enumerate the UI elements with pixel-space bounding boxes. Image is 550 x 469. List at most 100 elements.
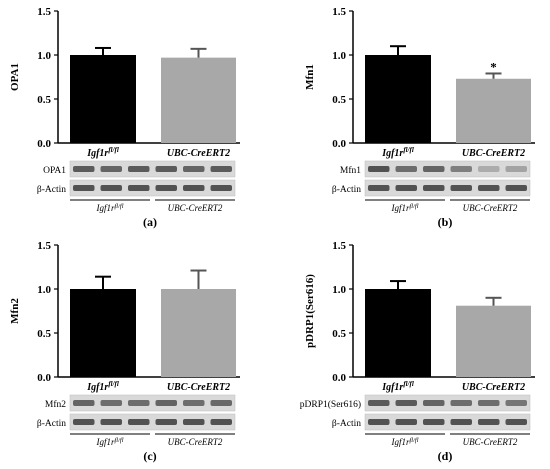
blot-band	[450, 400, 472, 406]
blot-band	[368, 185, 390, 191]
superscript: fl/fl	[114, 203, 123, 210]
blot-band	[478, 419, 500, 425]
y-tick-label: 0.5	[37, 328, 51, 340]
blot-band	[155, 166, 177, 172]
blot-band	[395, 166, 417, 172]
blot-band	[100, 419, 122, 425]
y-tick-label: 0.5	[37, 94, 51, 106]
blot-band	[210, 185, 232, 191]
blot-band	[155, 185, 177, 191]
blot-band	[183, 419, 205, 425]
blot-band	[73, 166, 95, 172]
significance-marker: *	[490, 59, 497, 74]
blot-band	[368, 166, 390, 172]
blot-band	[100, 400, 122, 406]
y-tick-label: 1.5	[37, 6, 51, 18]
blot-band	[183, 185, 205, 191]
y-tick-label: 1.5	[332, 240, 346, 252]
blot-band	[210, 400, 232, 406]
blot-row-label: OPA1	[43, 166, 66, 176]
y-axis-label: Mfn1	[304, 64, 316, 90]
superscript: fl/fl	[114, 437, 123, 444]
blot-band	[128, 419, 150, 425]
blot-band	[210, 419, 232, 425]
blot-band	[505, 166, 527, 172]
y-tick-label: 0.0	[37, 372, 51, 384]
blot-band	[423, 419, 445, 425]
blot-band	[505, 185, 527, 191]
bar-knockout	[161, 57, 236, 143]
blot-band	[100, 185, 122, 191]
blot-strip	[69, 160, 236, 178]
x-category-label-knockout: UBC-CreERT2	[462, 148, 525, 159]
y-tick-label: 1.0	[37, 50, 51, 62]
y-tick-label: 0.0	[332, 138, 346, 150]
blot-band	[395, 419, 417, 425]
y-tick-label: 1.5	[37, 240, 51, 252]
blot-group-label-knockout: UBC-CreERT2	[463, 203, 518, 213]
y-tick-label: 0.5	[332, 328, 346, 340]
blot-row-label: pDRP1(Ser616)	[300, 399, 361, 410]
blot-band	[183, 166, 205, 172]
x-category-label-control: Igf1rfl/fl	[381, 380, 414, 393]
blot-strip	[364, 179, 531, 197]
x-category-label-control: Igf1rfl/fl	[86, 380, 119, 393]
blot-band	[73, 400, 95, 406]
x-category-label-knockout: UBC-CreERT2	[167, 148, 230, 159]
blot-band	[368, 419, 390, 425]
blot-band	[210, 166, 232, 172]
bar-control	[70, 55, 136, 143]
x-category-label-control: Igf1rfl/fl	[86, 146, 119, 159]
panel-a: 0.0 0.5 1.0 1.5 OPA1 Igf1rfl/fl UBC-CreERT2 OPA…	[9, 6, 240, 229]
superscript: fl/fl	[403, 146, 414, 154]
blot-strip	[69, 394, 236, 412]
blot-band	[423, 185, 445, 191]
blot-band	[73, 419, 95, 425]
blot-row-label: Mfn1	[340, 165, 361, 176]
superscript: fl/fl	[409, 437, 418, 444]
y-tick-label: 0.0	[37, 138, 51, 150]
blot-band	[155, 419, 177, 425]
bar-control	[70, 289, 136, 377]
blot-group-label-control: Igf1rfl/fl	[95, 203, 123, 213]
blot-strip	[69, 179, 236, 197]
panel-label: (c)	[143, 449, 156, 463]
blot-row-label: β-Actin	[332, 185, 361, 195]
x-category-label-knockout: UBC-CreERT2	[462, 382, 525, 393]
panel-label: (d)	[438, 449, 453, 463]
blot-band	[505, 419, 527, 425]
blot-row-label: β-Actin	[37, 185, 66, 195]
blot-band	[128, 185, 150, 191]
blot-strip	[364, 413, 531, 431]
superscript: fl/fl	[409, 203, 418, 210]
blot-row-label: Mfn2	[45, 399, 66, 410]
blot-band	[100, 166, 122, 172]
x-category-label-knockout: UBC-CreERT2	[167, 382, 230, 393]
blot-group-label-control: Igf1rfl/fl	[390, 437, 418, 447]
blot-band	[450, 166, 472, 172]
blot-group-label-control: Igf1rfl/fl	[390, 203, 418, 213]
blot-band	[450, 185, 472, 191]
panel-c: 0.0 0.5 1.0 1.5 Mfn2 Igf1rfl/fl UBC-CreERT2 Mfn…	[9, 240, 240, 463]
blot-row-label: β-Actin	[332, 419, 361, 429]
blot-band	[368, 400, 390, 406]
blot-band	[128, 166, 150, 172]
bar-knockout	[161, 289, 236, 377]
y-tick-label: 1.0	[332, 284, 346, 296]
panel-b: 0.0 0.5 1.0 1.5 Mfn1 * Igf1rfl/fl UBC-CreERT2 Mf…	[304, 6, 535, 229]
blot-band	[505, 400, 527, 406]
blot-strip	[69, 413, 236, 431]
y-tick-label: 1.0	[332, 50, 346, 62]
y-axis-label: pDRP1(Ser616)	[304, 274, 316, 348]
y-axis-label: OPA1	[9, 63, 21, 91]
superscript: fl/fl	[108, 380, 119, 388]
bar-knockout	[456, 78, 531, 143]
bar-knockout	[456, 305, 531, 377]
blot-band	[478, 185, 500, 191]
y-axis-label: Mfn2	[9, 298, 21, 324]
blot-band	[395, 400, 417, 406]
panel-d: 0.0 0.5 1.0 1.5 pDRP1(Ser616) Igf1rfl/fl UBC-C…	[300, 240, 535, 463]
blot-group-label-control: Igf1rfl/fl	[95, 437, 123, 447]
blot-strip	[364, 160, 531, 178]
